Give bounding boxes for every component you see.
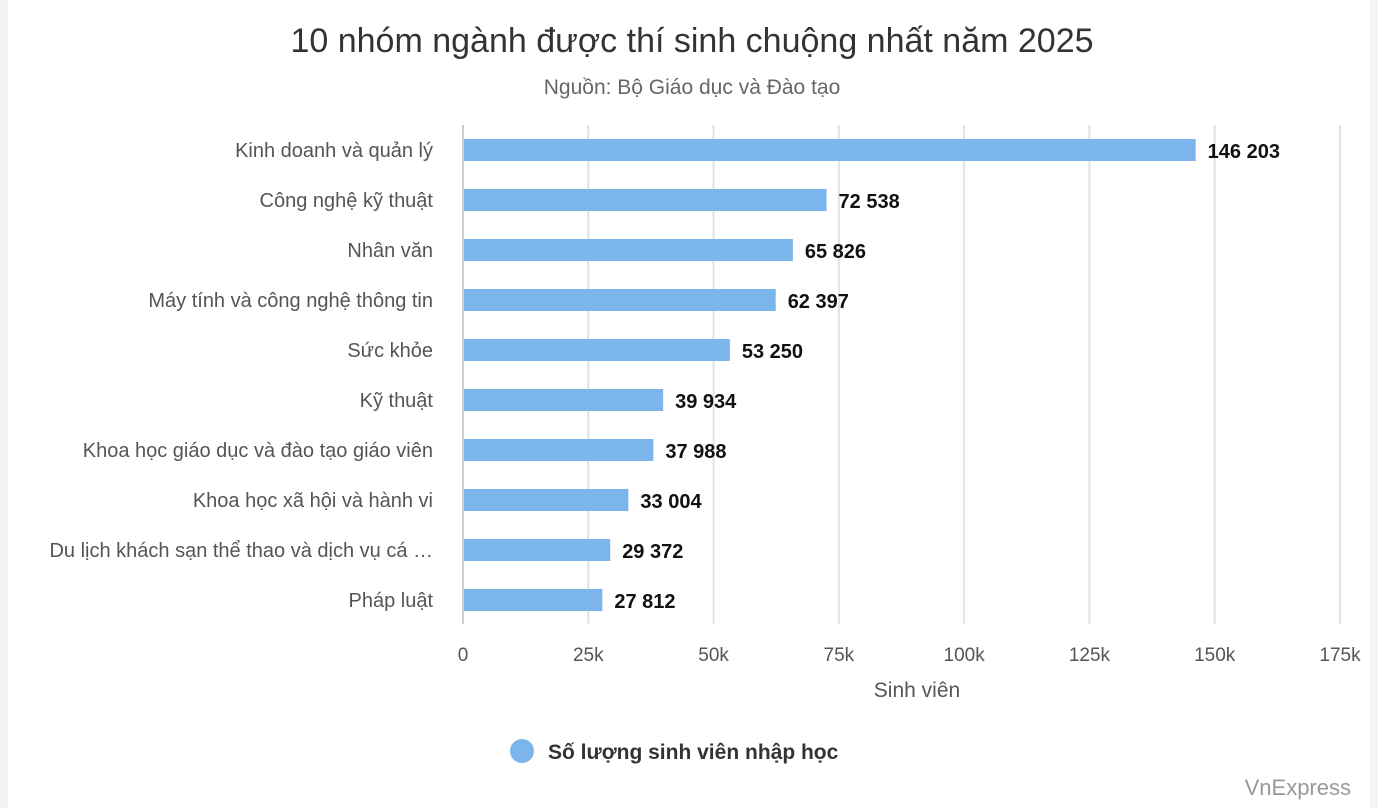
category-label: Máy tính và công nghệ thông tin	[148, 290, 433, 312]
bar[interactable]	[464, 289, 776, 311]
category-label: Khoa học giáo dục và đào tạo giáo viên	[83, 440, 433, 462]
bar[interactable]	[464, 589, 603, 611]
x-tick-label: 150k	[1194, 645, 1236, 666]
chart-title: 10 nhóm ngành được thí sinh chuộng nhất …	[290, 22, 1093, 60]
data-label: 53 250	[742, 341, 803, 363]
credit-label: VnExpress	[1245, 775, 1351, 800]
x-tick-label: 100k	[944, 645, 986, 666]
legend-label: Số lượng sinh viên nhập học	[548, 741, 839, 764]
data-label: 62 397	[788, 291, 849, 313]
bars	[464, 139, 1196, 611]
category-label: Kinh doanh và quản lý	[235, 140, 433, 162]
data-label: 39 934	[675, 391, 737, 413]
bar[interactable]	[464, 239, 793, 261]
bar[interactable]	[464, 339, 730, 361]
x-tick-label: 50k	[698, 645, 729, 666]
x-tick-label: 75k	[824, 645, 855, 666]
tick-labels: 0 25k 50k 75k 100k 125k 150k 175k	[458, 645, 1361, 666]
bar[interactable]	[464, 489, 629, 511]
category-labels: Kinh doanh và quản lý Công nghệ kỹ thuật N…	[49, 140, 433, 612]
x-tick-label: 25k	[573, 645, 604, 666]
chart-card: 10 nhóm ngành được thí sinh chuộng nhất …	[8, 0, 1370, 808]
category-label: Khoa học xã hội và hành vi	[193, 490, 433, 512]
bar[interactable]	[464, 439, 654, 461]
category-label: Nhân văn	[347, 240, 433, 262]
category-label: Pháp luật	[348, 590, 433, 612]
data-label: 37 988	[665, 441, 726, 463]
x-tick-label: 0	[458, 645, 469, 666]
data-label: 27 812	[614, 591, 675, 613]
data-label: 29 372	[622, 541, 683, 563]
data-labels: 146 203 72 538 65 826 62 397 53 250 39 934 37 …	[614, 141, 1280, 613]
chart-subtitle: Nguồn: Bộ Giáo dục và Đào tạo	[544, 76, 841, 99]
category-label: Du lịch khách sạn thể thao và dịch vụ cá…	[49, 540, 433, 562]
data-label: 33 004	[640, 491, 702, 513]
x-tick-label: 175k	[1319, 645, 1361, 666]
legend[interactable]: Số lượng sinh viên nhập học	[510, 739, 839, 764]
data-label: 146 203	[1208, 141, 1280, 163]
bar[interactable]	[464, 139, 1196, 161]
x-axis-title: Sinh viên	[874, 679, 960, 702]
category-label: Kỹ thuật	[360, 390, 434, 412]
data-label: 65 826	[805, 241, 866, 263]
x-tick-label: 125k	[1069, 645, 1111, 666]
legend-marker	[510, 739, 534, 763]
bar[interactable]	[464, 389, 664, 411]
bar[interactable]	[464, 539, 611, 561]
category-label: Công nghệ kỹ thuật	[260, 190, 434, 212]
bar-chart: 10 nhóm ngành được thí sinh chuộng nhất …	[49, 22, 1361, 800]
category-label: Sức khỏe	[347, 340, 433, 362]
bar[interactable]	[464, 189, 827, 211]
data-label: 72 538	[839, 191, 900, 213]
